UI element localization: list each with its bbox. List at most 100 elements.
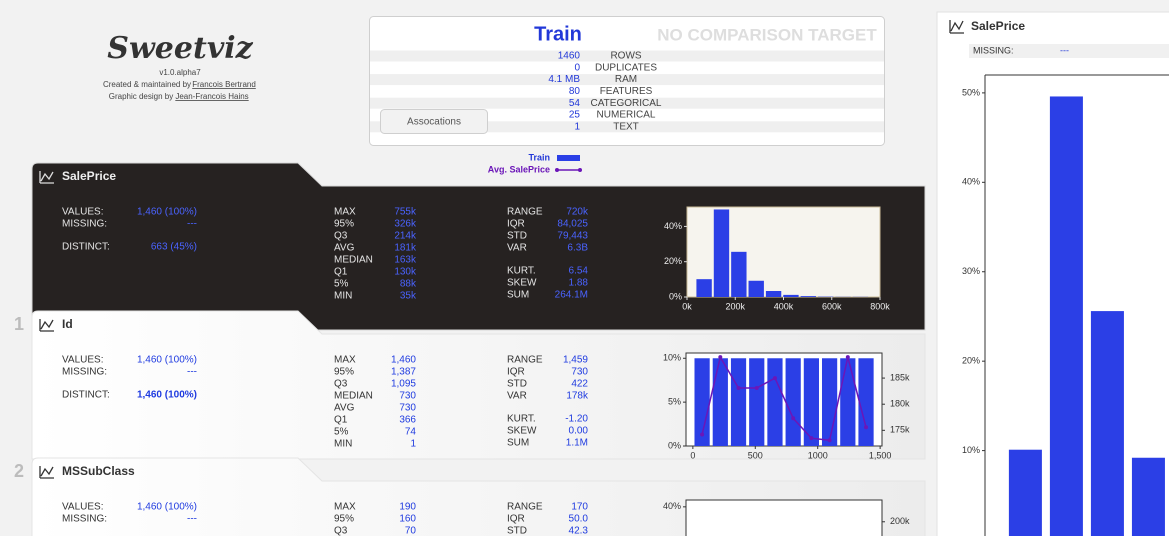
bar bbox=[696, 279, 712, 297]
stat-label: MIN bbox=[334, 291, 352, 302]
bar bbox=[1131, 457, 1165, 536]
stat-value: --- bbox=[187, 219, 197, 230]
logo-block: Sweetviz v1.0.alpha7 Created & maintaine… bbox=[103, 31, 256, 101]
stat-label: 5% bbox=[334, 279, 349, 290]
avg-point bbox=[700, 432, 705, 437]
summary-label: NUMERICAL bbox=[597, 110, 656, 121]
legend-bar-swatch bbox=[557, 155, 580, 161]
stat-value: 170 bbox=[571, 502, 588, 513]
legend-bars: Train bbox=[528, 152, 550, 162]
x-tick-label: 1,500 bbox=[869, 450, 892, 460]
associations-button[interactable] bbox=[380, 109, 488, 134]
bar bbox=[1049, 96, 1083, 536]
summary-label: ROWS bbox=[610, 51, 641, 62]
stat-label: AVG bbox=[334, 403, 355, 414]
stat-label: KURT. bbox=[507, 414, 536, 425]
stat-label: DISTINCT: bbox=[62, 390, 110, 401]
x-tick-label: 200k bbox=[725, 301, 745, 311]
associations-label[interactable]: Assocations bbox=[407, 117, 461, 128]
stat-label: MAX bbox=[334, 207, 356, 218]
stat-value: 730 bbox=[399, 403, 416, 414]
avg-point bbox=[809, 436, 814, 441]
summary-value: 1 bbox=[574, 121, 580, 132]
avg-line bbox=[701, 355, 867, 442]
plot-frame bbox=[685, 499, 883, 536]
author-link[interactable]: Francois Bertrand bbox=[192, 80, 256, 89]
feature-card[interactable]: MSSubClass 2 VALUES: 1,460 (100%) MISSING: --… bbox=[14, 457, 926, 536]
stat-label: IQR bbox=[507, 514, 525, 525]
bars bbox=[694, 358, 874, 446]
detail-missing-strip bbox=[969, 44, 1169, 58]
bars bbox=[1008, 96, 1165, 536]
avg-point bbox=[791, 416, 796, 421]
row-stripe bbox=[370, 97, 884, 109]
stat-label: SKEW bbox=[507, 278, 537, 289]
x-tick-label: 800k bbox=[870, 301, 890, 311]
stat-value: 84,025 bbox=[557, 219, 588, 230]
bar bbox=[767, 358, 783, 446]
stat-value: 1,095 bbox=[391, 379, 416, 390]
stat-value: 730 bbox=[399, 391, 416, 402]
stat-value: 1 bbox=[410, 439, 416, 450]
detail-panel: SalePrice MISSING: --- 10% 20% 30% 40% 50% bbox=[936, 11, 1169, 536]
stat-value: 0.00 bbox=[569, 426, 589, 437]
stat-value: 1,459 bbox=[563, 355, 588, 366]
stat-value: 1,460 bbox=[391, 355, 416, 366]
legend-dot bbox=[578, 168, 582, 172]
stat-value: 163k bbox=[394, 255, 417, 266]
y-tick-label: 0% bbox=[669, 291, 682, 301]
bar bbox=[785, 358, 801, 446]
stat-value: 720k bbox=[566, 207, 589, 218]
x-tick-label: 400k bbox=[774, 301, 794, 311]
stat-label: MISSING: bbox=[62, 367, 107, 378]
bar bbox=[765, 291, 782, 297]
stat-value: 74 bbox=[405, 427, 417, 438]
feature-icon bbox=[39, 319, 54, 332]
x-tick-label: 500 bbox=[748, 450, 763, 460]
y-tick-label: 40% bbox=[663, 501, 681, 511]
detail-title: SalePrice bbox=[971, 19, 1025, 33]
y2-tick-label: 185k bbox=[890, 372, 910, 382]
summary-label: CATEGORICAL bbox=[591, 98, 662, 109]
stat-value: 326k bbox=[394, 219, 417, 230]
y-tick-label: 20% bbox=[962, 356, 980, 366]
y2-tick-label: 180k bbox=[890, 399, 910, 409]
stat-label: MAX bbox=[334, 355, 356, 366]
feature-card[interactable]: Id 1 VALUES: 1,460 (100%) MISSING: --- DISTINC… bbox=[14, 310, 926, 460]
stat-label: STD bbox=[507, 231, 527, 242]
feature-number: 1 bbox=[14, 314, 24, 334]
stat-value: 6.54 bbox=[569, 266, 589, 277]
y2-tick-label: 200k bbox=[890, 516, 910, 526]
y-tick-label: 0% bbox=[668, 440, 681, 450]
stat-value: 1,460 (100%) bbox=[137, 355, 197, 366]
designer-link[interactable]: Jean-Francois Hains bbox=[175, 92, 248, 101]
stat-label: RANGE bbox=[507, 207, 543, 218]
stat-label: MAX bbox=[334, 502, 356, 513]
x-tick-label: 1000 bbox=[808, 450, 828, 460]
credit: Created & maintained by bbox=[103, 80, 191, 89]
stat-value: 1.1M bbox=[566, 438, 588, 449]
stat-label: Q1 bbox=[334, 267, 348, 278]
stat-value: 1,460 (100%) bbox=[137, 207, 197, 218]
bar bbox=[748, 280, 764, 297]
stat-label: STD bbox=[507, 379, 527, 390]
y-tick-label: 10% bbox=[663, 353, 681, 363]
stat-label: SUM bbox=[507, 438, 529, 449]
design-credit: Graphic design by bbox=[109, 92, 173, 101]
detail-icon bbox=[949, 20, 964, 34]
stat-label: RANGE bbox=[507, 355, 543, 366]
bar bbox=[1090, 311, 1124, 536]
y-tick-label: 40% bbox=[664, 221, 682, 231]
stat-label: VALUES: bbox=[62, 355, 104, 366]
feature-list: SalePrice VALUES: 1,460 (100%) MISSING: --- D… bbox=[14, 162, 926, 536]
stat-label: MIN bbox=[334, 439, 352, 450]
feature-card[interactable]: SalePrice VALUES: 1,460 (100%) MISSING: --- D… bbox=[31, 162, 926, 331]
row-stripe bbox=[370, 50, 884, 62]
summary-value: 4.1 MB bbox=[548, 74, 580, 85]
y2-tick-label: 175k bbox=[890, 425, 910, 435]
version: v1.0.alpha7 bbox=[159, 68, 201, 77]
bar bbox=[840, 358, 856, 446]
stat-label: 5% bbox=[334, 427, 349, 438]
stat-value: 730 bbox=[571, 367, 588, 378]
feature-name: SalePrice bbox=[62, 169, 116, 183]
